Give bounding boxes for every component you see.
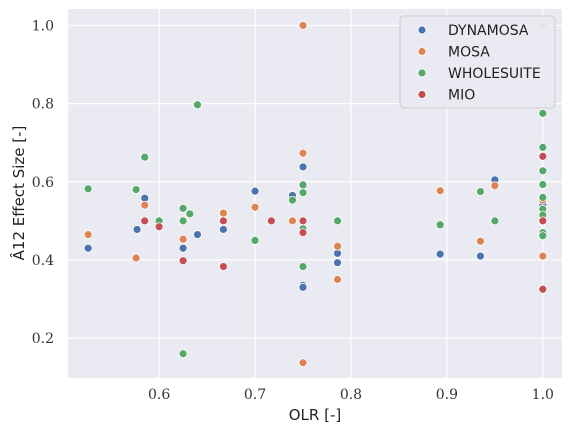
data-point-mosa: [83, 230, 93, 239]
data-point-mio: [140, 216, 150, 226]
data-point-wholesuite: [178, 349, 188, 359]
y-axis-label: Â12 Effect Size [-]: [9, 126, 28, 261]
y-tick-label: 1.0: [32, 18, 54, 34]
data-point-wholesuite: [178, 203, 188, 213]
data-point-mosa: [333, 275, 342, 284]
x-tick-label: 1.0: [532, 387, 554, 403]
data-point-wholesuite: [140, 152, 150, 162]
data-point-wholesuite: [298, 180, 308, 190]
legend-items: DYNAMOSA MOSA WHOLESUITE MIO: [417, 23, 541, 104]
data-point-wholesuite: [333, 216, 342, 226]
data-point-mio: [538, 284, 548, 294]
y-tick-label: 0.8: [32, 97, 54, 113]
data-point-mio: [154, 222, 164, 232]
data-point-mio: [266, 216, 276, 226]
data-point-mosa: [333, 241, 342, 251]
data-point-mio: [218, 262, 228, 271]
data-point-mosa: [131, 253, 141, 263]
x-tick-label: 0.6: [148, 387, 170, 403]
data-point-wholesuite: [83, 184, 93, 194]
data-point-mosa: [298, 21, 308, 30]
data-point-wholesuite: [538, 231, 548, 241]
data-point-wholesuite: [538, 193, 548, 202]
x-axis-label: OLR [-]: [289, 406, 341, 424]
data-point-dynamosa: [193, 230, 202, 239]
legend-marker-wholesuite: [417, 68, 427, 78]
y-tick-label: 0.2: [32, 331, 54, 347]
data-point-mosa: [538, 251, 548, 261]
x-tick-label: 0.9: [436, 387, 458, 403]
data-point-wholesuite: [476, 187, 485, 196]
data-point-mosa: [476, 236, 485, 246]
data-point-dynamosa: [132, 225, 142, 234]
data-point-mio: [298, 216, 308, 226]
data-point-wholesuite: [538, 108, 548, 118]
legend: DYNAMOSA MOSA WHOLESUITE MIO: [399, 15, 556, 109]
x-tick-label: 0.7: [244, 387, 266, 403]
legend-box: [399, 15, 556, 109]
data-point-mio: [178, 256, 188, 266]
data-point-wholesuite: [288, 195, 297, 205]
data-point-mosa: [298, 358, 308, 368]
data-point-mosa: [435, 186, 445, 196]
legend-marker-mosa: [417, 47, 427, 56]
data-point-wholesuite: [538, 180, 548, 189]
legend-marker-dynamosa: [417, 25, 427, 35]
data-point-wholesuite: [131, 185, 141, 194]
y-tick-labels: 0.2 0.4 0.6 0.8 1.0: [32, 18, 54, 347]
y-tick-label: 0.4: [32, 253, 54, 269]
data-point-mosa: [218, 208, 228, 218]
data-point-mosa: [298, 148, 308, 158]
data-point-mosa: [288, 216, 297, 226]
legend-label-mosa: MOSA: [448, 45, 490, 61]
legend-label-wholesuite: WHOLESUITE: [448, 66, 541, 82]
data-point-wholesuite: [538, 142, 548, 152]
data-point-dynamosa: [250, 186, 260, 196]
data-point-mosa: [490, 181, 500, 191]
data-point-wholesuite: [298, 262, 308, 271]
data-point-wholesuite: [490, 216, 500, 226]
data-point-wholesuite: [250, 236, 260, 245]
data-point-dynamosa: [178, 243, 188, 253]
legend-label-mio: MIO: [448, 88, 475, 104]
data-point-mosa: [178, 234, 188, 244]
data-point-mosa: [250, 202, 260, 212]
data-point-dynamosa: [476, 251, 485, 261]
data-point-dynamosa: [298, 162, 308, 172]
data-points: [83, 21, 548, 368]
data-point-mio: [298, 228, 308, 237]
data-point-dynamosa: [83, 243, 93, 253]
data-point-dynamosa: [333, 258, 342, 268]
data-point-mosa: [140, 200, 150, 210]
data-point-wholesuite: [298, 188, 308, 198]
data-point-wholesuite: [178, 216, 188, 226]
x-tick-labels: 0.6 0.7 0.8 0.9 1.0: [148, 387, 554, 403]
data-point-dynamosa: [435, 249, 445, 259]
data-point-wholesuite: [538, 166, 548, 176]
data-point-wholesuite: [185, 209, 195, 219]
legend-label-dynamosa: DYNAMOSA: [448, 23, 529, 39]
data-point-wholesuite: [193, 100, 202, 110]
data-point-dynamosa: [218, 225, 228, 234]
x-tick-label: 0.8: [340, 387, 362, 403]
y-tick-label: 0.6: [32, 175, 54, 191]
data-point-mio: [538, 216, 548, 226]
data-point-wholesuite: [435, 220, 445, 230]
data-point-dynamosa: [298, 282, 308, 292]
legend-marker-mio: [417, 90, 427, 99]
data-point-mio: [538, 151, 548, 161]
data-point-mio: [218, 216, 228, 226]
